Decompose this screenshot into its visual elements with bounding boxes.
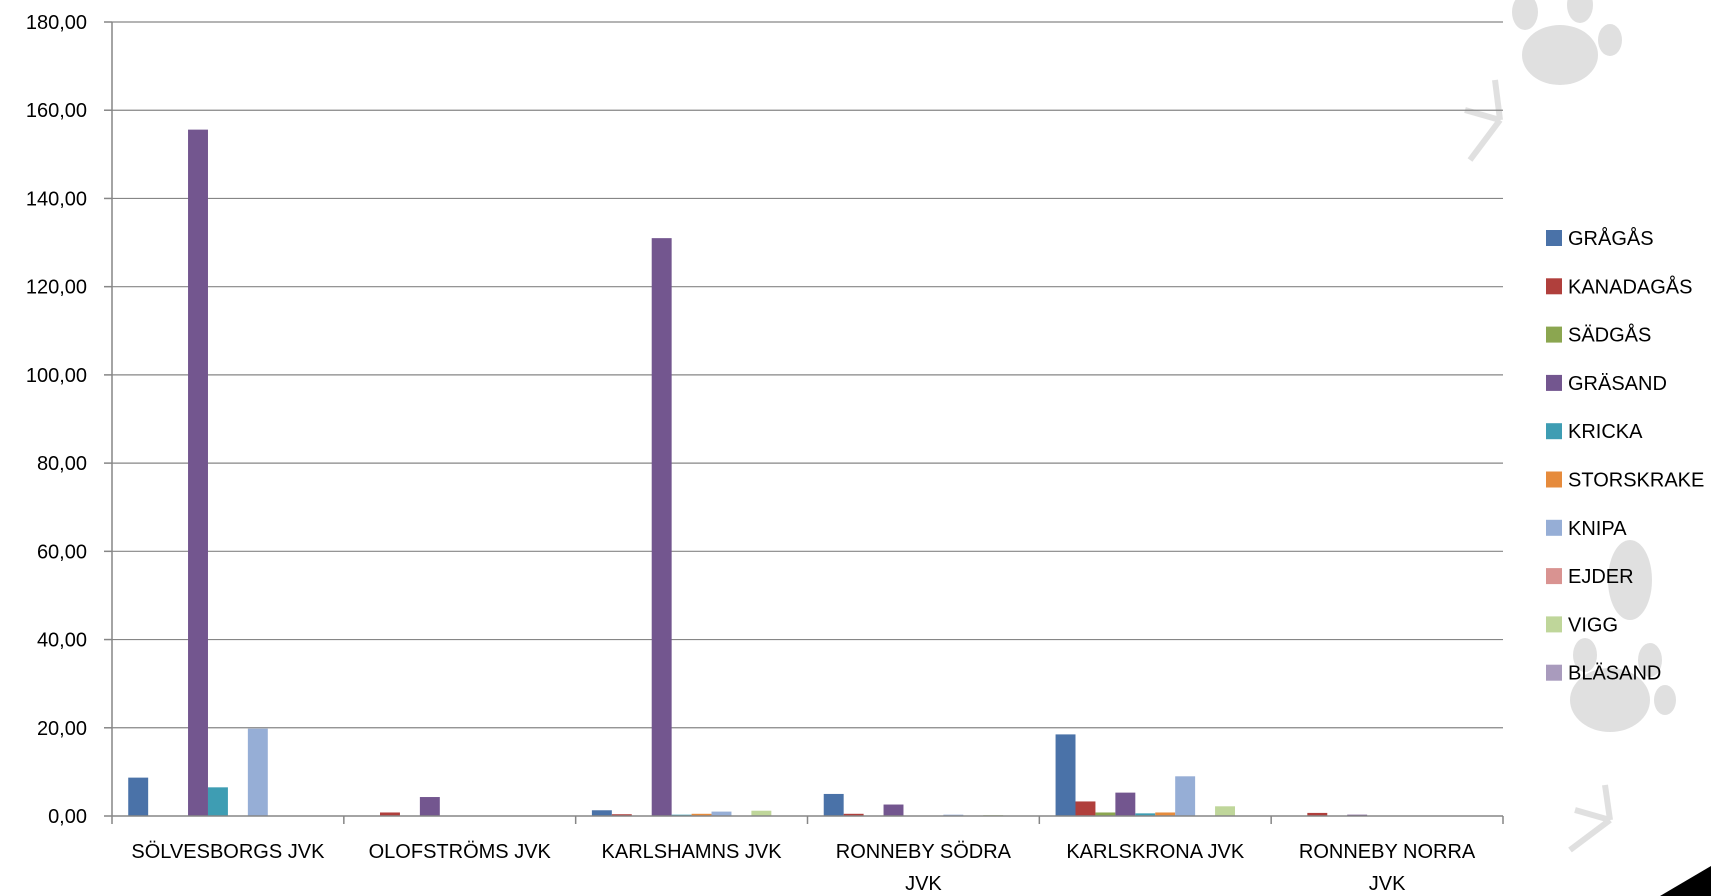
y-tick-label: 20,00 — [37, 718, 87, 740]
legend-swatch — [1546, 423, 1562, 440]
gridlines — [104, 21, 1503, 817]
bar — [611, 814, 632, 816]
bar — [379, 812, 400, 816]
category-label: RONNEBY NORRA — [1299, 841, 1476, 863]
bar — [1075, 801, 1096, 816]
legend-swatch — [1546, 568, 1562, 585]
legend-label: GRÄSAND — [1568, 373, 1667, 395]
legend-swatch — [1546, 519, 1562, 536]
legend-swatch — [1546, 374, 1562, 391]
legend-label: KRICKA — [1568, 421, 1643, 443]
bar — [883, 804, 904, 816]
y-tick-label: 180,00 — [26, 12, 87, 34]
bar — [1307, 812, 1328, 816]
y-tick-labels: 0,00 20,00 40,00 60,00 80,00 100,00 120,00 140,… — [26, 12, 87, 828]
y-tick-label: 140,00 — [26, 188, 87, 210]
category-label: JVK — [905, 873, 942, 895]
bar — [591, 810, 612, 816]
category-label: SÖLVESBORGS JVK — [131, 841, 325, 863]
bar — [711, 811, 732, 816]
legend-swatch — [1546, 230, 1562, 246]
legend-swatch — [1546, 278, 1562, 295]
bar — [1135, 813, 1156, 816]
axes — [111, 22, 1504, 824]
category-label: OLOFSTRÖMS JVK — [369, 841, 552, 863]
legend-label: KNIPA — [1568, 518, 1627, 540]
bars — [128, 129, 1368, 817]
legend-label: EJDER — [1568, 566, 1634, 588]
bar — [188, 129, 208, 816]
legend-swatch — [1546, 326, 1562, 343]
bar — [1155, 812, 1176, 816]
bar — [823, 793, 844, 816]
y-tick-label: 160,00 — [26, 100, 87, 122]
category-labels: SÖLVESBORGS JVK OLOFSTRÖMS JVK KARLSHAMNS … — [131, 841, 1476, 895]
watermark-paw-prints — [1464, 0, 1676, 853]
y-tick-label: 60,00 — [37, 541, 87, 563]
category-label: KARLSKRONA JVK — [1066, 841, 1245, 863]
category-label: JVK — [1369, 873, 1406, 895]
bar — [691, 813, 712, 816]
y-tick-label: 80,00 — [37, 453, 87, 475]
legend-label: SÄDGÅS — [1568, 324, 1651, 347]
legend-swatch — [1546, 471, 1562, 488]
bar — [1055, 734, 1076, 816]
legend: GRÅGÅS KANADAGÅS SÄDGÅS GRÄSAND KRICKA STORSK… — [1546, 227, 1704, 685]
bar — [651, 238, 672, 817]
y-tick-label: 120,00 — [26, 277, 87, 299]
bar — [247, 728, 268, 816]
legend-label: KANADAGÅS — [1568, 275, 1692, 298]
bar — [843, 813, 864, 816]
category-label: RONNEBY SÖDRA — [836, 841, 1012, 863]
bar — [1215, 806, 1236, 816]
legend-swatch — [1546, 616, 1562, 633]
bar — [1175, 776, 1196, 816]
bar — [128, 777, 149, 816]
y-tick-label: 40,00 — [37, 630, 87, 652]
category-label: KARLSHAMNS JVK — [602, 841, 783, 863]
legend-swatch — [1546, 664, 1562, 681]
bar — [1115, 792, 1136, 816]
corner-decoration — [1660, 866, 1711, 896]
y-tick-label: 100,00 — [26, 365, 87, 387]
legend-label: GRÅGÅS — [1568, 227, 1654, 250]
bar — [207, 787, 228, 816]
bar — [751, 810, 772, 816]
bar — [1095, 812, 1116, 816]
y-tick-label: 0,00 — [48, 806, 87, 828]
legend-label: BLÄSAND — [1568, 663, 1661, 685]
bar — [419, 797, 440, 816]
legend-label: VIGG — [1568, 614, 1618, 636]
legend-label: STORSKRAKE — [1568, 470, 1704, 492]
